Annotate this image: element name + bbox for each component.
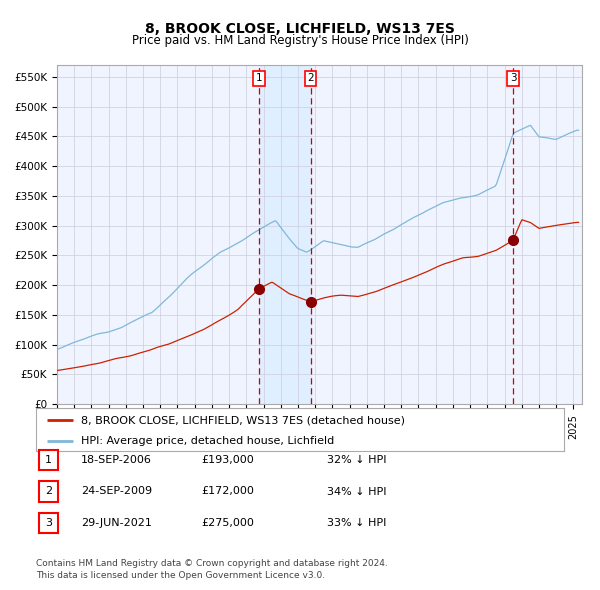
Text: HPI: Average price, detached house, Lichfield: HPI: Average price, detached house, Lich…: [81, 437, 334, 447]
Text: 34% ↓ HPI: 34% ↓ HPI: [327, 487, 386, 496]
Text: 24-SEP-2009: 24-SEP-2009: [81, 487, 152, 496]
Text: £275,000: £275,000: [201, 519, 254, 528]
Text: 8, BROOK CLOSE, LICHFIELD, WS13 7ES: 8, BROOK CLOSE, LICHFIELD, WS13 7ES: [145, 22, 455, 36]
Text: 32% ↓ HPI: 32% ↓ HPI: [327, 455, 386, 464]
Text: Price paid vs. HM Land Registry's House Price Index (HPI): Price paid vs. HM Land Registry's House …: [131, 34, 469, 47]
Text: 1: 1: [45, 455, 52, 464]
Text: 18-SEP-2006: 18-SEP-2006: [81, 455, 152, 464]
Text: 8, BROOK CLOSE, LICHFIELD, WS13 7ES (detached house): 8, BROOK CLOSE, LICHFIELD, WS13 7ES (det…: [81, 415, 405, 425]
Text: Contains HM Land Registry data © Crown copyright and database right 2024.
This d: Contains HM Land Registry data © Crown c…: [36, 559, 388, 580]
Text: 2: 2: [307, 73, 314, 83]
Text: £172,000: £172,000: [201, 487, 254, 496]
Text: 3: 3: [509, 73, 516, 83]
Text: 29-JUN-2021: 29-JUN-2021: [81, 519, 152, 528]
Text: 2: 2: [45, 487, 52, 496]
Text: 1: 1: [256, 73, 262, 83]
Text: 3: 3: [45, 519, 52, 528]
Text: 33% ↓ HPI: 33% ↓ HPI: [327, 519, 386, 528]
Bar: [259, 65, 311, 404]
Text: £193,000: £193,000: [201, 455, 254, 464]
